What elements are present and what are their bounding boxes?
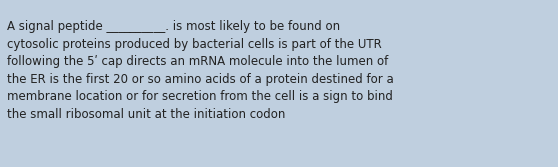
Text: A signal peptide __________. is most likely to be found on
cytosolic proteins pr: A signal peptide __________. is most lik… — [7, 20, 393, 121]
